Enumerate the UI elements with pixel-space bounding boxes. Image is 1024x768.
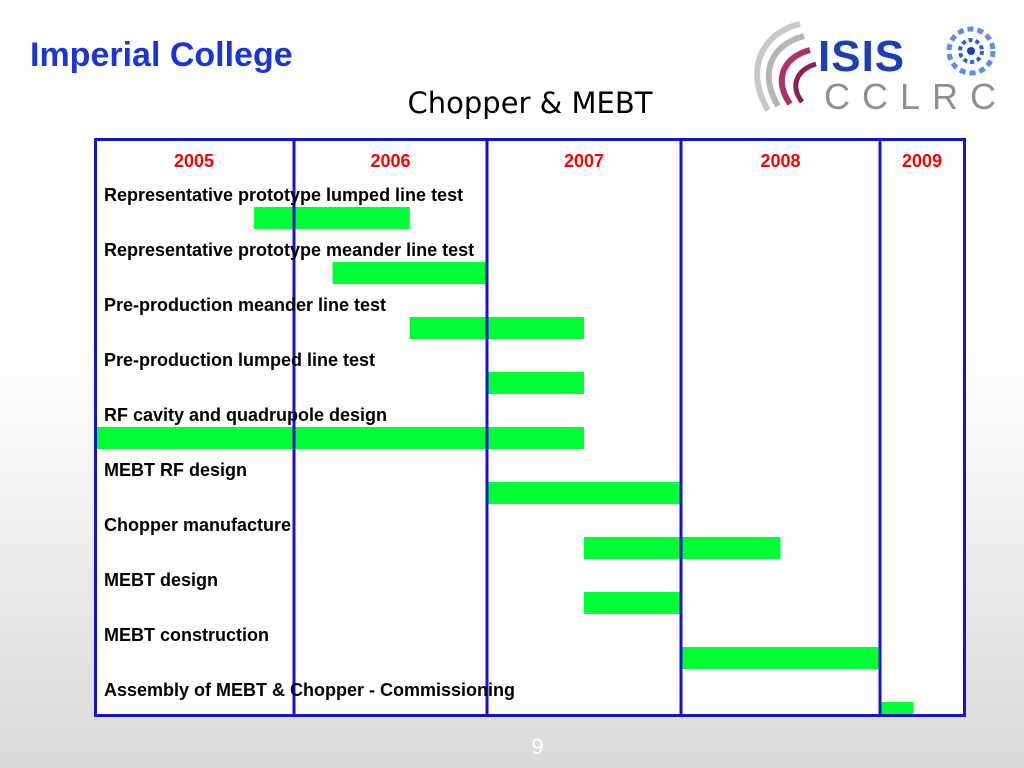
task-label: RF cavity and quadrupole design [104,405,387,425]
task-bar [332,262,487,284]
year-label: 2005 [174,151,214,171]
year-label: 2008 [760,151,800,171]
task-label: Pre-production lumped line test [104,350,375,370]
task-bar [880,702,914,717]
task-bar [487,372,584,394]
gantt-chart: 2005 2006 2007 2008 2009 Representative proto… [94,138,966,717]
year-label: 2007 [564,151,604,171]
task-label: MEBT design [104,570,218,590]
task-bar [254,207,410,229]
logo-isis-text: ISIS [818,32,906,81]
task-label: Pre-production meander line test [104,295,386,315]
task-bar [409,317,584,339]
task-label: Chopper manufacture [104,515,291,535]
task-label: MEBT construction [104,625,269,645]
isis-cclrc-logo: ISIS CCLRC [738,14,1006,122]
slide-title: Chopper & MEBT [407,86,653,120]
task-bar [584,592,681,614]
task-label: Representative prototype meander line te… [104,240,474,260]
task-label: MEBT RF design [104,460,247,480]
logo-cclrc-text: CCLRC [824,76,1009,117]
task-bar [487,482,681,504]
page-number: 9 [531,734,544,759]
swoosh-icon [754,21,817,112]
task-bar [94,427,584,449]
task-bar [681,647,880,669]
organization-name: Imperial College [30,36,293,74]
year-label: 2006 [370,151,410,171]
task-label: Representative prototype lumped line tes… [104,185,463,205]
task-label: Assembly of MEBT & Chopper - Commissioni… [104,680,515,700]
atom-icon [946,26,996,76]
chart-frame [94,138,966,717]
year-label: 2009 [902,151,942,171]
